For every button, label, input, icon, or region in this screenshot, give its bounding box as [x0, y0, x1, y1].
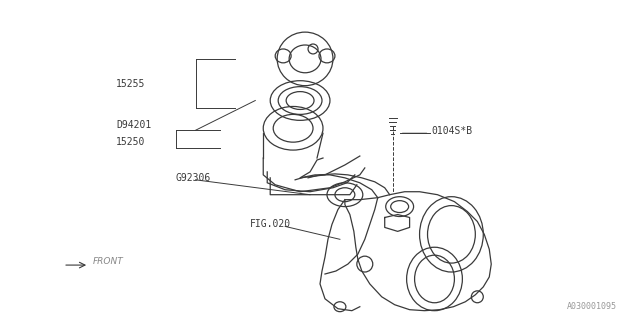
- Text: A030001095: A030001095: [566, 302, 617, 311]
- Text: G92306: G92306: [175, 173, 211, 183]
- Text: 15255: 15255: [116, 79, 145, 89]
- Text: FRONT: FRONT: [93, 257, 124, 266]
- Text: 15250: 15250: [116, 137, 145, 147]
- Text: FIG.020: FIG.020: [250, 220, 291, 229]
- Text: D94201: D94201: [116, 120, 151, 130]
- Text: 0104S*B: 0104S*B: [431, 126, 472, 136]
